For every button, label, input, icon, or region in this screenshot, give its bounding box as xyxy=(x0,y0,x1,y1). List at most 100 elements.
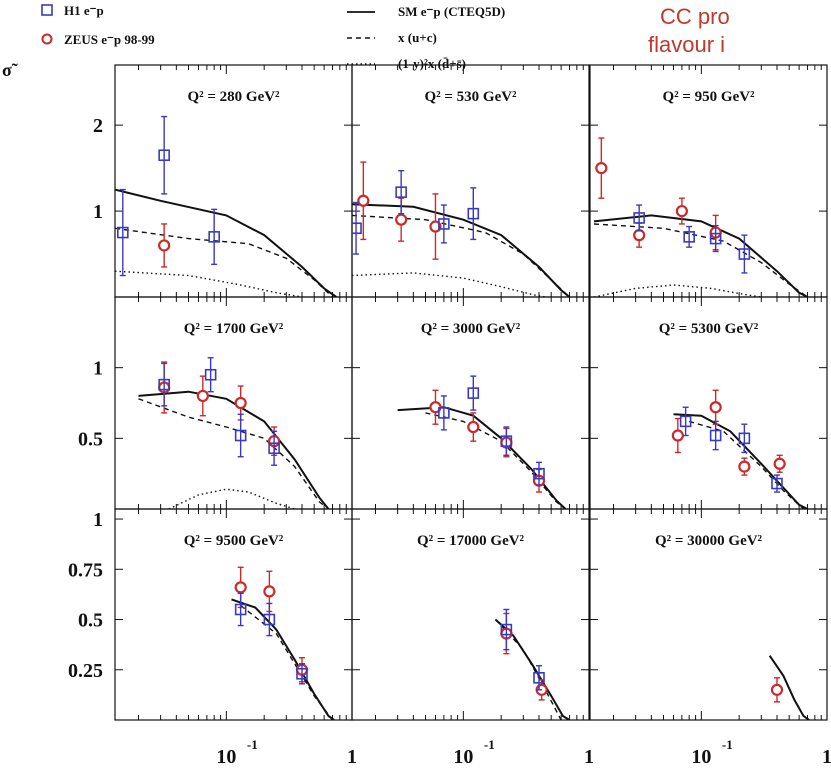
header-fragment-1: CC pro xyxy=(660,4,730,29)
h1-point xyxy=(438,407,450,419)
zeus-point xyxy=(709,401,722,414)
y-tick-label: 0.5 xyxy=(78,428,103,450)
panel-3000: Q² = 3000 GeV² xyxy=(351,296,590,510)
sm-curve xyxy=(352,203,571,297)
h1-point xyxy=(709,429,722,442)
sm-curve xyxy=(231,598,335,720)
x-tick-label: 1 xyxy=(822,746,831,768)
legend-dsbar-label: (1-y)²x (d̄+s̄) xyxy=(398,56,466,71)
y-tick-label: 1 xyxy=(93,201,103,223)
panel-curves xyxy=(397,375,567,509)
header-fragment-2: flavour i xyxy=(648,32,725,57)
y-tick-label: 2 xyxy=(93,115,103,137)
zeus-point xyxy=(234,396,247,410)
zeus-point xyxy=(196,389,209,403)
sm-curve xyxy=(673,413,808,509)
panel-30000: Q² = 30000 GeV² 10 -1 1 xyxy=(589,508,831,768)
x-tick-exponent: -1 xyxy=(484,737,495,752)
h1-point xyxy=(296,667,308,680)
dsbar-curve xyxy=(593,284,762,297)
h1-point xyxy=(467,387,480,399)
uc-curve xyxy=(689,420,804,509)
panel-5300: Q² = 5300 GeV² xyxy=(589,296,828,510)
zeus-point xyxy=(263,585,276,598)
h1-point xyxy=(533,467,545,480)
header: CC pro flavour i xyxy=(648,4,730,57)
panel-curves xyxy=(768,655,810,720)
panel-curves xyxy=(593,137,808,297)
h1-point xyxy=(738,248,751,260)
panel-curves xyxy=(115,115,337,297)
sm-curve xyxy=(115,188,337,297)
y-tick-label: 1 xyxy=(93,358,103,380)
uc-curve xyxy=(593,223,808,297)
zeus-point xyxy=(429,220,442,233)
y-tick-label: 0.5 xyxy=(78,610,103,632)
legend-sm-label: SM e⁻p (CTEQ5D) xyxy=(398,4,505,19)
h1-point xyxy=(208,231,220,243)
zeus-point xyxy=(773,457,786,470)
x-tick-label: 1 xyxy=(584,746,594,768)
uc-curve xyxy=(500,625,562,720)
zeus-point xyxy=(467,420,480,434)
h1-point xyxy=(683,231,695,243)
h1-point xyxy=(158,378,170,391)
zeus-point xyxy=(234,581,247,594)
zeus-point xyxy=(738,460,751,473)
h1-point xyxy=(633,212,645,224)
h1-point xyxy=(234,429,247,442)
panel-280: Q² = 280 GeV² 1 2 xyxy=(93,64,353,298)
h1-point xyxy=(738,432,751,445)
legend-uc-label: x (u+c) xyxy=(398,30,437,45)
panel-curves xyxy=(671,389,808,509)
sm-curve xyxy=(397,406,567,509)
panel-950: Q² = 950 GeV² xyxy=(589,64,828,298)
h1-point xyxy=(679,415,692,428)
legend: H1 e⁻p ZEUS e⁻p 98-99 SM e⁻p (CTEQ5D) x … xyxy=(41,3,505,71)
h1-point xyxy=(500,435,513,447)
h1-point xyxy=(709,232,722,245)
uc-curve xyxy=(115,227,333,297)
panel-q2-label: Q² = 530 GeV² xyxy=(424,89,517,105)
y-tick-label: 1 xyxy=(93,509,103,531)
panel-17000: Q² = 17000 GeV² 10 -1 1 xyxy=(351,508,594,768)
panel-curves xyxy=(352,161,571,297)
x-tick-label: 10 xyxy=(216,746,236,768)
zeus-point xyxy=(675,204,688,218)
y-tick-label: 0.25 xyxy=(68,660,103,682)
legend-h1-marker xyxy=(41,4,53,16)
x-tick-label: 10 xyxy=(691,746,711,768)
panel-curves xyxy=(231,566,335,720)
panel-q2-label: Q² = 5300 GeV² xyxy=(659,321,759,337)
panel-q2-label: Q² = 1700 GeV² xyxy=(184,321,284,337)
panel-frame xyxy=(589,508,828,721)
sm-curve xyxy=(768,655,810,720)
y-axis-symbol: σ̃ xyxy=(2,60,18,80)
legend-h1-label: H1 e⁻p xyxy=(64,3,104,18)
panel-q2-label: Q² = 950 GeV² xyxy=(662,89,755,105)
panel-q2-label: Q² = 280 GeV² xyxy=(187,89,280,105)
h1-point xyxy=(438,218,450,230)
uc-curve xyxy=(240,604,334,720)
dsbar-curve xyxy=(352,272,546,297)
h1-point xyxy=(395,186,407,198)
h1-point xyxy=(263,613,276,626)
dsbar-curve xyxy=(168,488,295,509)
panel-530: Q² = 530 GeV² xyxy=(351,64,590,298)
zeus-point xyxy=(633,229,646,242)
zeus-point xyxy=(357,194,370,207)
panel-q2-label: Q² = 3000 GeV² xyxy=(421,321,521,337)
sm-curve xyxy=(138,390,330,509)
h1-point xyxy=(268,442,280,455)
h1-point xyxy=(771,477,783,490)
legend-zeus-label: ZEUS e⁻p 98-99 xyxy=(64,32,155,47)
uc-curve xyxy=(425,412,566,509)
h1-point xyxy=(500,623,513,636)
panel-curves xyxy=(138,357,330,509)
zeus-point xyxy=(595,162,608,175)
panel-q2-label: Q² = 17000 GeV² xyxy=(417,533,525,549)
zeus-point xyxy=(158,239,171,252)
panel-curves xyxy=(494,608,571,720)
panel-q2-label: Q² = 30000 GeV² xyxy=(655,533,763,549)
